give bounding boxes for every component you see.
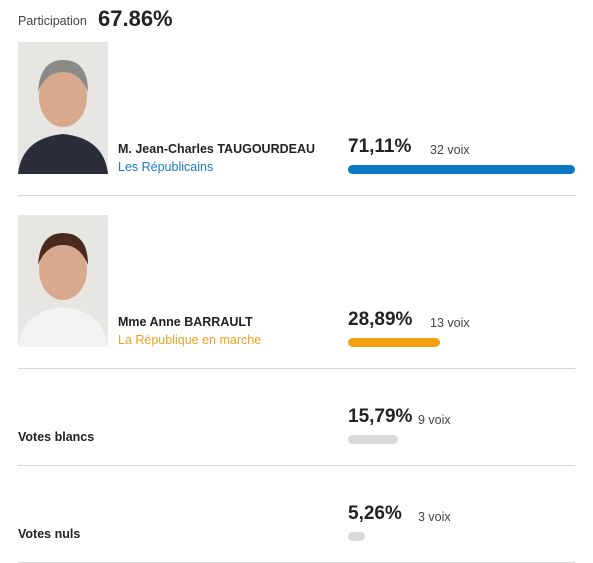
percent-bar — [348, 338, 441, 347]
party: Les Républicains — [118, 160, 214, 174]
votes: 32 voix — [430, 143, 470, 157]
results-panel: Participation 67.86% M. Jean-Charles TAU… — [18, 6, 575, 563]
separator — [18, 368, 575, 369]
name: Votes blancs — [18, 430, 95, 444]
separator — [18, 465, 575, 466]
votes: 13 voix — [430, 316, 470, 330]
percent-bar — [348, 435, 399, 444]
percent: 71,11% — [348, 136, 412, 157]
percent-bar — [348, 165, 575, 174]
candidate-photo — [18, 42, 108, 174]
percent: 15,79% — [348, 406, 413, 427]
percent: 28,89% — [348, 309, 413, 330]
party: La République en marche — [118, 333, 262, 347]
percent: 5,26% — [348, 503, 402, 524]
votes: 3 voix — [418, 510, 451, 524]
votes: 9 voix — [418, 413, 451, 427]
participation-value: 67.86% — [98, 6, 173, 31]
separator — [18, 195, 575, 196]
name: Mme Anne BARRAULT — [118, 315, 253, 329]
name: M. Jean-Charles TAUGOURDEAU — [118, 142, 316, 156]
name: Votes nuls — [18, 527, 81, 541]
candidate-photo — [18, 215, 108, 347]
participation-label: Participation — [18, 14, 87, 28]
